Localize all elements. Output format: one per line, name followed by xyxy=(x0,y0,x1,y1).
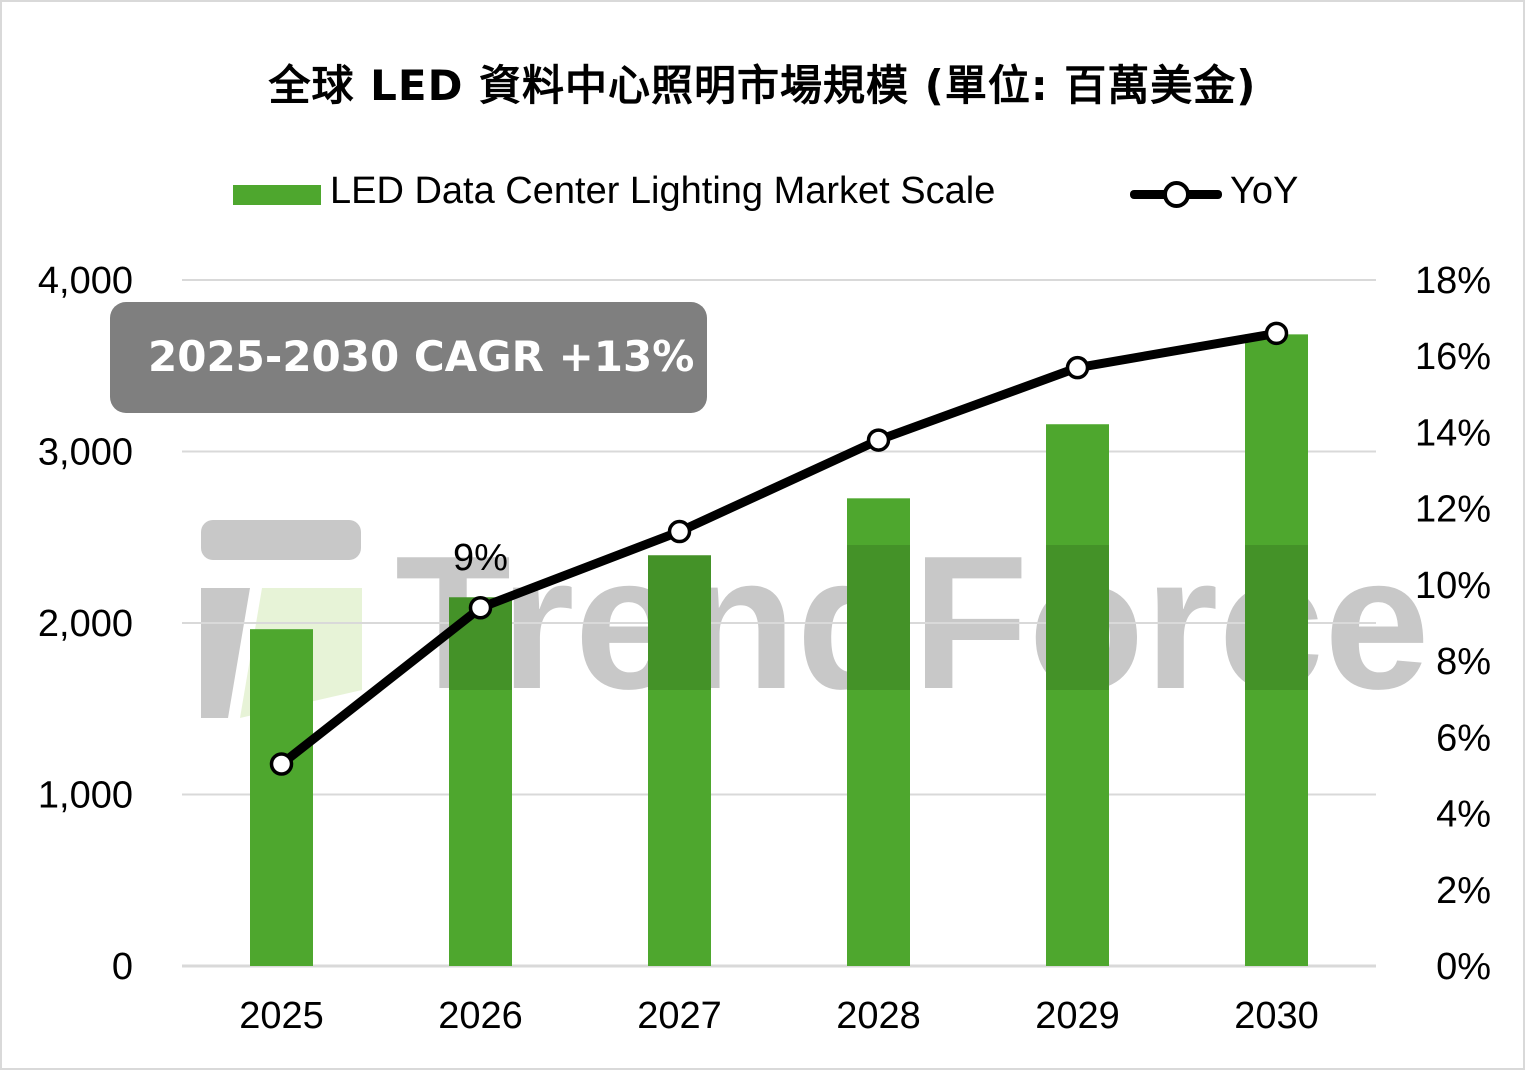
cagr-callout: 2025-2030 CAGR +13% xyxy=(110,302,707,413)
x-axis-tick-label: 2027 xyxy=(637,995,722,1037)
yoy-point-2025 xyxy=(269,752,294,776)
watermark-overlap xyxy=(1046,545,1109,690)
legend-line-label: YoY xyxy=(1230,170,1299,212)
x-axis-tick-label: 2026 xyxy=(438,995,523,1037)
legend-marker-icon xyxy=(1163,181,1190,208)
left-axis-tick-label: 2,000 xyxy=(38,603,133,645)
watermark-overlap xyxy=(648,555,711,690)
right-axis-tick-label: 10% xyxy=(1415,565,1491,607)
watermark-overlap xyxy=(847,545,910,690)
x-axis-tick-label: 2030 xyxy=(1234,995,1319,1037)
bar-2029 xyxy=(1046,424,1109,966)
right-axis-tick-label: 2% xyxy=(1436,870,1491,912)
legend-bar-label: LED Data Center Lighting Market Scale xyxy=(330,170,996,212)
cagr-text: 2025-2030 CAGR +13% xyxy=(148,332,695,381)
right-axis-tick-label: 6% xyxy=(1436,717,1491,759)
right-axis-tick-label: 18% xyxy=(1415,260,1491,302)
x-axis-tick-label: 2028 xyxy=(836,995,921,1037)
right-axis-tick-label: 8% xyxy=(1436,641,1491,683)
yoy-point-2029 xyxy=(1065,355,1090,380)
left-axis-tick-label: 0 xyxy=(112,946,133,988)
yoy-point-2027 xyxy=(667,519,692,544)
right-axis-tick-label: 12% xyxy=(1415,489,1491,531)
bar-2025 xyxy=(250,629,313,966)
bar-2027 xyxy=(648,555,711,966)
yoy-point-2028 xyxy=(866,428,891,452)
right-axis-tick-label: 4% xyxy=(1436,794,1491,836)
chart-title: 全球 LED 資料中心照明市場規模 (單位: 百萬美金) xyxy=(268,61,1257,110)
bar-2028 xyxy=(847,498,910,966)
left-axis-tick-label: 3,000 xyxy=(38,432,133,474)
watermark-overlap xyxy=(1245,545,1308,690)
yoy-point-2030 xyxy=(1264,321,1289,346)
watermark-logo-stem xyxy=(201,588,250,718)
legend: LED Data Center Lighting Market Scale Yo… xyxy=(0,168,1525,218)
right-axis-tick-label: 14% xyxy=(1415,412,1491,454)
legend-bar-swatch-icon xyxy=(233,185,321,205)
right-axis-tick-label: 16% xyxy=(1415,336,1491,378)
bar-2026 xyxy=(449,597,512,966)
yoy-point-2026 xyxy=(468,596,493,620)
left-axis-tick-label: 1,000 xyxy=(38,775,133,817)
x-axis-tick-label: 2025 xyxy=(239,995,324,1037)
yoy-line xyxy=(278,328,1278,768)
bar-2030 xyxy=(1245,334,1308,967)
data-label-yoy-2026: 9% xyxy=(453,537,508,579)
x-axis-tick-label: 2029 xyxy=(1035,995,1120,1037)
watermark-logo-top xyxy=(201,520,361,560)
right-axis-tick-label: 0% xyxy=(1436,946,1491,988)
left-axis-tick-label: 4,000 xyxy=(38,260,133,302)
